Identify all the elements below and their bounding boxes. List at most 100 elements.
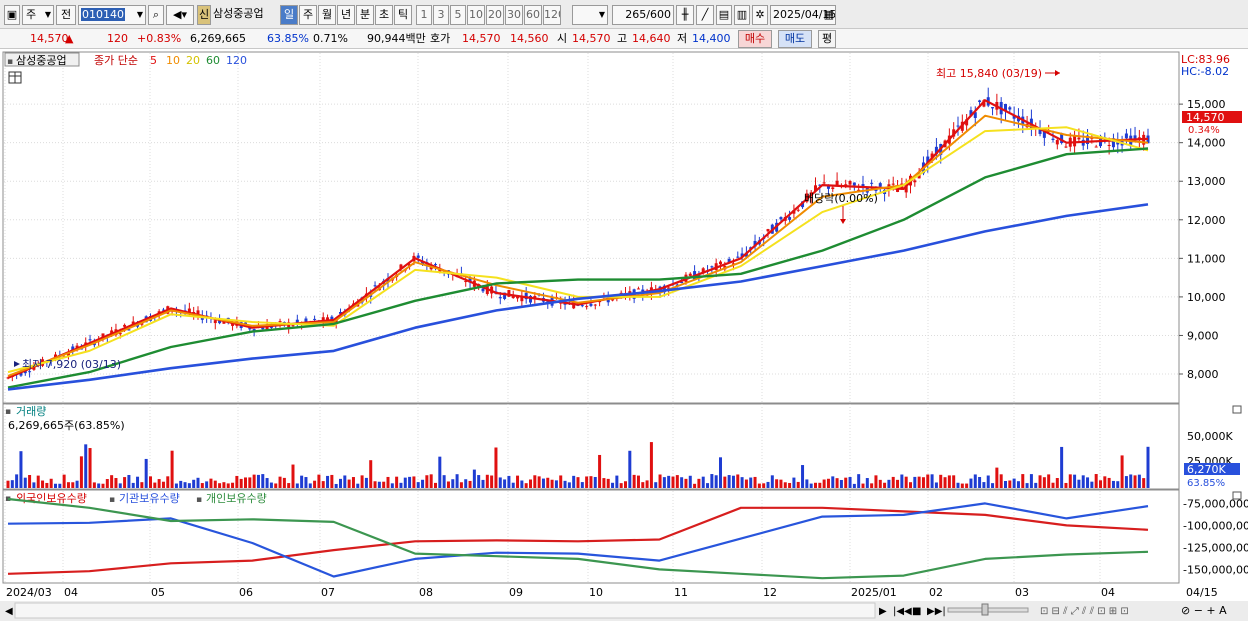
interval-button-6[interactable]: 60: [524, 5, 542, 25]
ma-line-20: [7, 126, 1149, 374]
volume-bar: [395, 476, 399, 488]
volume-bar: [511, 482, 515, 488]
candle-body: [1051, 138, 1055, 140]
volume-bar: [615, 475, 619, 488]
volume-bar: [481, 479, 485, 488]
sell-button[interactable]: 매도: [778, 30, 812, 48]
volume-bar: [494, 447, 498, 488]
turnover-ratio: 0.71%: [313, 32, 348, 45]
candle-body: [831, 187, 835, 190]
volume-bar: [675, 475, 679, 488]
save-icon[interactable]: ▥: [734, 5, 750, 25]
volume-bar: [157, 479, 161, 488]
volume-bar: [688, 475, 692, 488]
volume-bar: [921, 477, 925, 488]
stop-icon[interactable]: ■: [912, 606, 921, 617]
interval-button-5[interactable]: 30: [505, 5, 523, 25]
stock-chart[interactable]: 삼성중공업 ▪ 종가 단순 5 10 20 60 120 LC:83.96 HC…: [0, 50, 1248, 621]
gear-icon[interactable]: ✲: [752, 5, 768, 25]
volume-bar: [1047, 474, 1051, 488]
volume-bar: [606, 478, 610, 488]
scroll-left-icon[interactable]: ◀: [5, 606, 13, 617]
period-tab-1[interactable]: 주: [299, 5, 317, 25]
square-icon: ▪: [5, 407, 11, 417]
candle-body: [503, 292, 507, 299]
volume-bar: [697, 478, 701, 488]
speaker-icon[interactable]: ◀▾: [166, 5, 194, 25]
interval-button-2[interactable]: 5: [450, 5, 466, 25]
stock-code-input[interactable]: 010140 ▼: [78, 5, 146, 25]
volume-bar: [636, 475, 640, 488]
legend-individual: 개인보유수량: [206, 492, 267, 505]
period-tab-5[interactable]: 초: [375, 5, 393, 25]
price-panel: [2, 51, 1180, 404]
price-tick: 14,000: [1187, 137, 1226, 150]
period-tab-0[interactable]: 일: [280, 5, 298, 25]
x-axis-label: 11: [674, 586, 688, 599]
volume-bar: [516, 475, 520, 488]
volume-bar: [1111, 480, 1115, 488]
volume-bar: [783, 482, 787, 488]
volume-bar: [343, 475, 347, 488]
candle-body: [788, 217, 792, 220]
interval-button-7[interactable]: 120: [543, 5, 561, 25]
maximize-icon[interactable]: [1232, 491, 1242, 500]
print-icon[interactable]: ▤: [716, 5, 732, 25]
volume-bar: [973, 474, 977, 488]
candle-body: [835, 180, 839, 186]
interval-input[interactable]: ▼: [572, 5, 608, 25]
eval-button[interactable]: 평: [818, 30, 836, 48]
interval-button-3[interactable]: 10: [467, 5, 485, 25]
candle-body: [123, 324, 127, 327]
volume-bar: [468, 480, 472, 488]
holdings-tick: -125,000,000: [1183, 541, 1248, 554]
volume-bar: [10, 480, 14, 488]
period-tab-3[interactable]: 년: [337, 5, 355, 25]
candle-body: [727, 258, 731, 263]
horizontal-scrollbar[interactable]: [14, 602, 876, 619]
date-input[interactable]: 2025/04/15 ▦: [770, 5, 836, 25]
maximize-icon[interactable]: [1232, 405, 1242, 414]
first-page-icon[interactable]: |◀◀: [893, 606, 912, 617]
volume-bar: [166, 476, 170, 488]
scroll-right-icon[interactable]: ▶: [879, 606, 887, 617]
candle-type-icon[interactable]: ╫: [676, 5, 694, 25]
last-page-icon[interactable]: ▶▶|: [927, 606, 946, 617]
candle-body: [468, 278, 472, 283]
count-input[interactable]: 265/600: [612, 5, 674, 25]
interval-button-1[interactable]: 3: [433, 5, 449, 25]
chart-tools-icons[interactable]: ⊡ ⊟ ⫽ ⤢ ⫽ ⫽ ⊡ ⊞ ⊡: [1040, 606, 1129, 617]
volume-bar: [1025, 483, 1029, 488]
volume-bar: [1064, 482, 1068, 488]
volume-bar: [818, 482, 822, 488]
zoom-controls[interactable]: ⊘ − + A: [1181, 604, 1227, 617]
chevron-down-icon: ▼: [136, 10, 143, 19]
hoga-label: 호가: [430, 32, 451, 45]
interval-button-4[interactable]: 20: [486, 5, 504, 25]
volume-bar: [136, 476, 140, 488]
high-price: 14,640: [632, 32, 671, 45]
candle-body: [131, 321, 135, 325]
candle-body: [891, 183, 895, 185]
scope-button[interactable]: 전: [56, 5, 76, 25]
volume-bar: [852, 483, 856, 488]
candle-body: [740, 253, 744, 258]
candle-body: [524, 292, 528, 300]
draw-tool-icon[interactable]: ╱: [696, 5, 714, 25]
market-select[interactable]: 주 ▼: [22, 5, 54, 25]
volume-bar: [459, 482, 463, 488]
search-icon[interactable]: ⌕: [148, 5, 164, 25]
x-axis-label: 05: [151, 586, 165, 599]
buy-button[interactable]: 매수: [738, 30, 772, 48]
period-tab-4[interactable]: 분: [356, 5, 374, 25]
volume-bar: [831, 476, 835, 488]
period-tab-2[interactable]: 월: [318, 5, 336, 25]
zoom-slider-handle[interactable]: [981, 603, 989, 616]
candle-body: [1094, 146, 1098, 148]
period-tab-6[interactable]: 틱: [394, 5, 412, 25]
interval-button-0[interactable]: 1: [416, 5, 432, 25]
volume-bar: [114, 478, 118, 488]
volume-bar: [300, 475, 304, 488]
volume-bar: [930, 474, 934, 488]
window-icon[interactable]: ▣: [4, 5, 20, 25]
